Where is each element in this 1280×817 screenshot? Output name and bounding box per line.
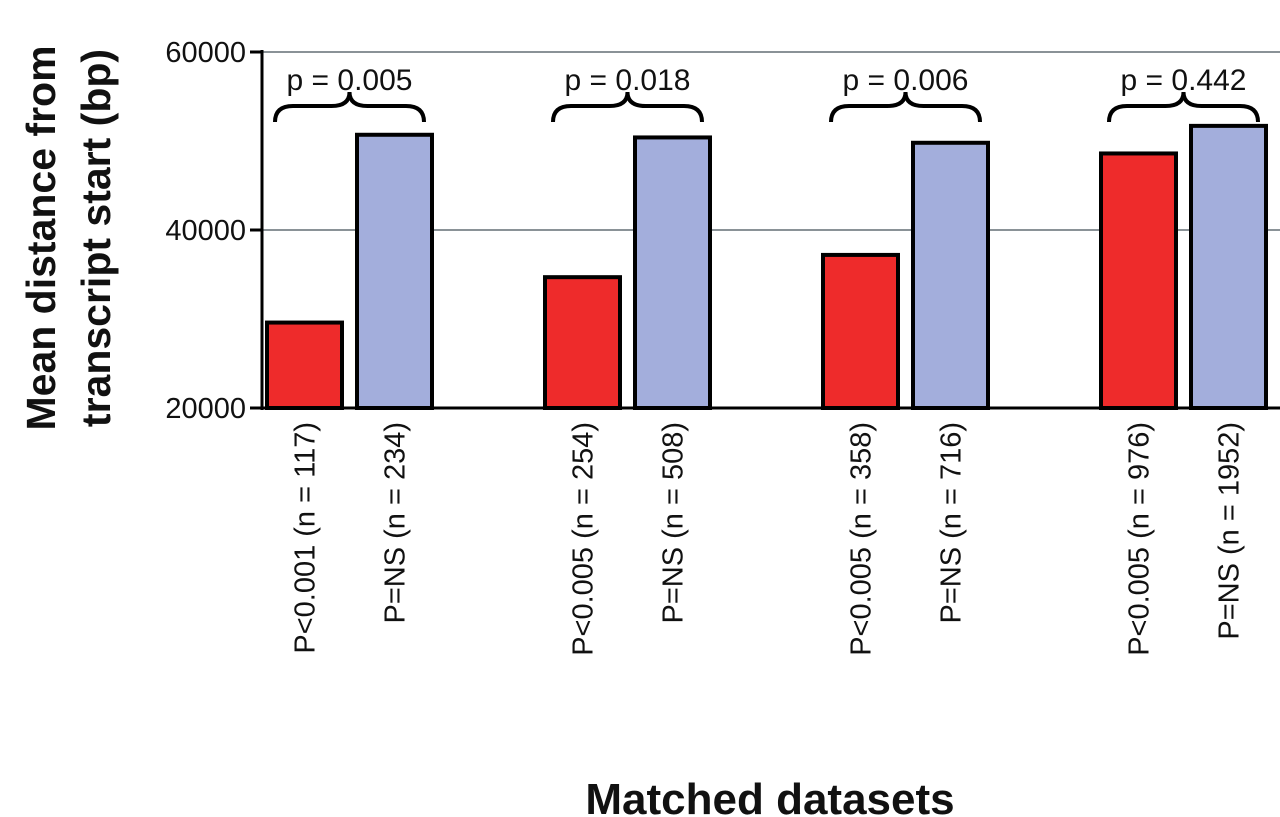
p-value-label: p = 0.018 bbox=[565, 64, 691, 97]
category-label: P=NS (n = 508) bbox=[658, 422, 690, 624]
category-label: P<0.005 (n = 254) bbox=[568, 422, 600, 656]
x-axis-title: Matched datasets bbox=[585, 775, 954, 817]
bar bbox=[821, 252, 900, 410]
bar bbox=[633, 135, 712, 410]
category-label: P<0.001 (n = 117) bbox=[290, 422, 322, 654]
p-value-label: p = 0.006 bbox=[843, 64, 969, 97]
category-label: P=NS (n = 716) bbox=[936, 422, 968, 624]
category-label: P<0.005 (n = 976) bbox=[1124, 422, 1156, 656]
y-axis-title-line-1: Mean distance from bbox=[18, 45, 64, 430]
y-tick-label: 60000 bbox=[165, 37, 246, 69]
bars bbox=[265, 123, 1268, 411]
p-value-label: p = 0.442 bbox=[1121, 64, 1247, 97]
category-label: P=NS (n = 1952) bbox=[1214, 422, 1246, 640]
p-value-bracket bbox=[829, 91, 982, 123]
p-value-bracket bbox=[1107, 91, 1260, 123]
p-value-brackets: p = 0.005 p = 0.018 p = 0.006 p = 0.442 bbox=[273, 64, 1260, 123]
p-value-bracket bbox=[551, 91, 704, 123]
bar bbox=[1189, 123, 1268, 411]
bar bbox=[355, 132, 434, 411]
axes: 20000 40000 60000 bbox=[165, 37, 1280, 425]
bar bbox=[265, 320, 344, 410]
p-value-label: p = 0.005 bbox=[287, 64, 413, 97]
p-value-bracket bbox=[273, 91, 426, 123]
y-axis-title: Mean distance from transcript start (bp) bbox=[18, 45, 119, 430]
y-tick-label: 20000 bbox=[165, 393, 246, 425]
bar bbox=[911, 140, 990, 410]
bar bbox=[1099, 151, 1178, 410]
bar bbox=[543, 275, 622, 411]
y-axis-title-line-2: transcript start (bp) bbox=[73, 49, 119, 427]
y-tick-label: 40000 bbox=[165, 215, 246, 247]
category-label: P<0.005 (n = 358) bbox=[846, 422, 878, 656]
category-label: P=NS (n = 234) bbox=[380, 422, 412, 624]
category-labels: P<0.001 (n = 117) P=NS (n = 234) P<0.005 (… bbox=[290, 422, 1246, 656]
